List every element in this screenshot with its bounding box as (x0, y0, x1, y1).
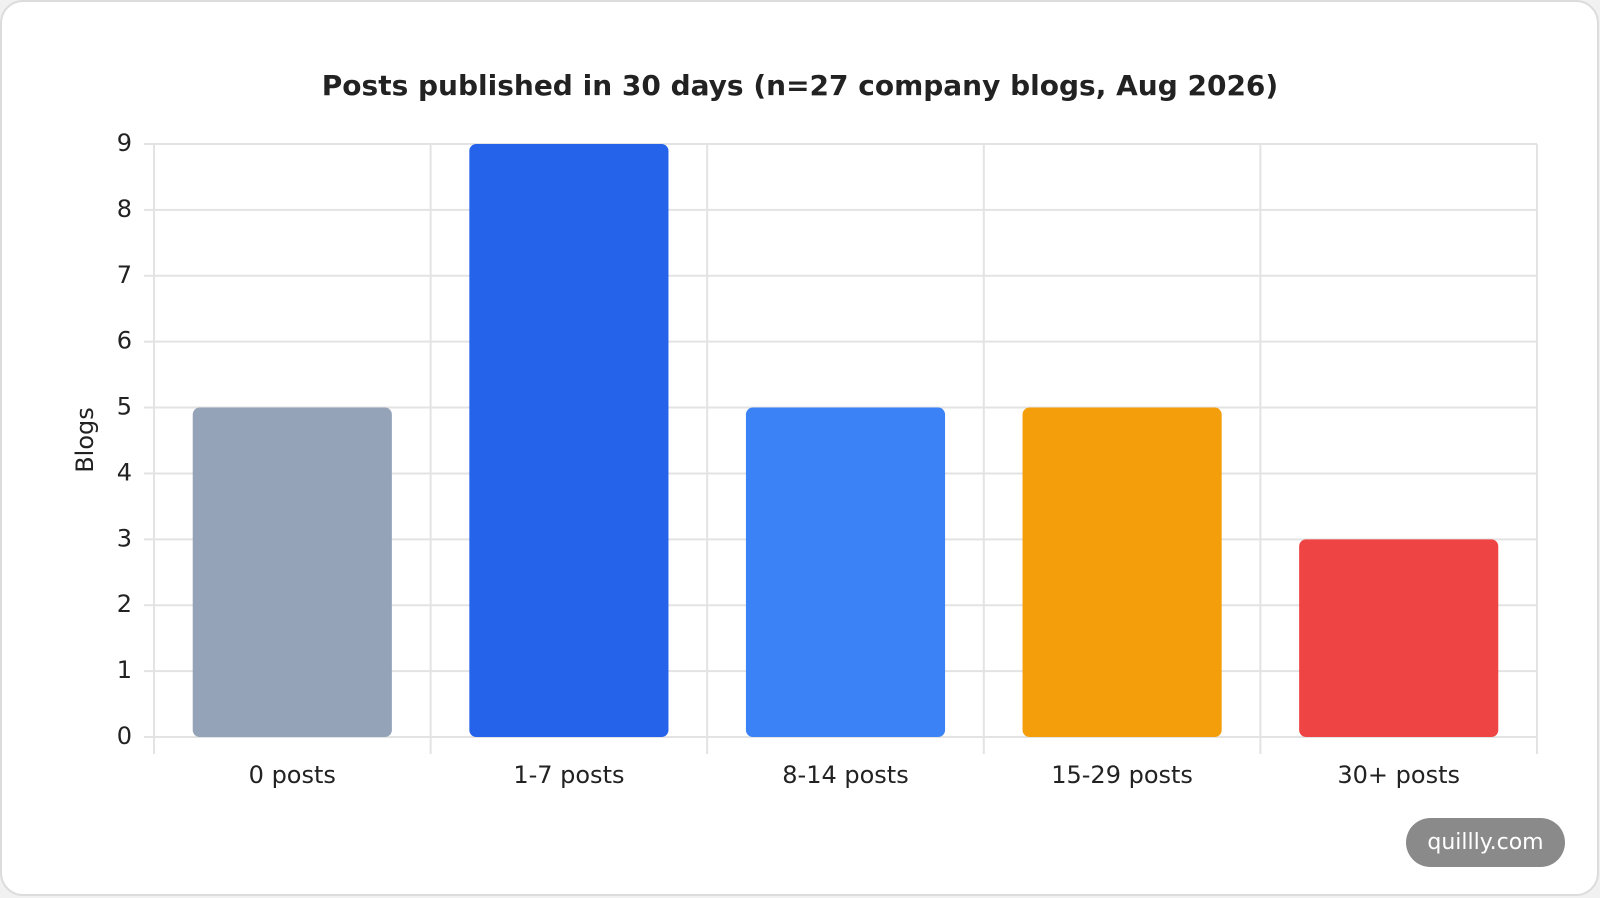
y-tick-label: 7 (117, 261, 132, 289)
watermark: quillly.com (1427, 830, 1543, 855)
chart-title: Posts published in 30 days (n=27 company… (322, 69, 1278, 102)
y-tick-label: 4 (117, 458, 132, 486)
x-tick-label: 1-7 posts (513, 761, 624, 789)
bar (745, 407, 946, 737)
y-tick-label: 9 (117, 129, 132, 157)
x-tick-label: 0 posts (249, 761, 336, 789)
bar (192, 407, 392, 737)
y-tick-label: 1 (117, 656, 132, 684)
y-axis-label: Blogs (71, 407, 99, 473)
y-tick-label: 3 (117, 524, 132, 552)
x-tick-label: 15-29 posts (1051, 761, 1193, 789)
y-tick-label: 2 (117, 590, 132, 618)
bar (469, 144, 669, 737)
x-tick-label: 30+ posts (1337, 761, 1460, 789)
y-tick-label: 0 (117, 722, 132, 750)
bar (1022, 407, 1222, 737)
y-tick-label: 8 (117, 195, 132, 223)
x-tick-label: 8-14 posts (782, 761, 908, 789)
y-tick-label: 6 (117, 327, 132, 355)
watermark-badge (1406, 818, 1565, 867)
bar (1299, 539, 1499, 737)
y-tick-label: 5 (117, 393, 132, 421)
